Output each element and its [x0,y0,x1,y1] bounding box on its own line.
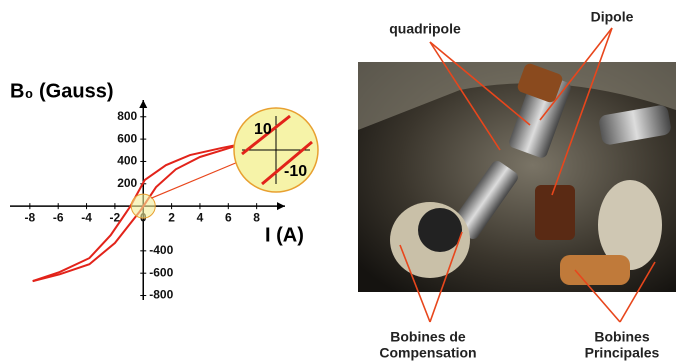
y-tick-label: 600 [117,131,137,145]
x-tick-label: 4 [197,210,204,224]
x-tick-label: -8 [25,210,36,224]
y-tick-label: 200 [117,176,137,190]
y-tick-label: -800 [149,288,173,302]
y-axis-label: B₀ (Gauss) [10,80,113,102]
annotation: 10 [254,121,272,138]
annotation: -10 [284,163,307,180]
arrows [399,27,656,323]
arrow [429,41,531,126]
x-tick-label: 8 [253,210,260,224]
photo-light [358,62,676,130]
photo-label: Bobines [594,329,649,345]
y-tick-label: -400 [149,243,173,257]
photo-label: Bobines de [390,329,466,345]
photo-label: Dipole [591,9,634,25]
arrow [399,244,431,323]
y-tick-label: 800 [117,109,137,123]
x-arrow [277,202,285,211]
arrow [574,269,621,323]
y-tick-label: -600 [149,265,173,279]
photo-label: Compensation [379,345,476,361]
arrow [551,27,613,196]
arrow [429,231,463,323]
x-tick-label: 6 [225,210,232,224]
coil [535,185,575,240]
compensation-coil [418,208,462,252]
x-tick-label: -6 [53,210,64,224]
arrow [619,261,656,323]
x-axis-label: I (A) [265,224,304,246]
coil [517,63,563,103]
quadripole-rod [452,160,518,240]
y-tick-label: 400 [117,154,137,168]
y-arrow [139,100,148,108]
inset-branch [261,140,313,186]
hysteresis-curve [32,143,242,283]
photo [358,62,676,292]
photo-label: Principales [585,345,660,361]
zoom-connector [151,161,239,199]
origin-highlight [130,193,156,219]
arrow [539,27,613,121]
plot: -8-6-4-202468200400600800-400-600-80010-… [10,100,319,302]
main-coil [598,180,662,270]
x-tick-label: -4 [81,210,92,224]
inset-branch [241,114,291,156]
arrow [429,41,501,151]
x-tick-label: -2 [110,210,121,224]
x-tick-label: 2 [168,210,175,224]
rod [599,105,671,145]
photo-label: quadripole [389,21,461,37]
coil [560,255,630,285]
